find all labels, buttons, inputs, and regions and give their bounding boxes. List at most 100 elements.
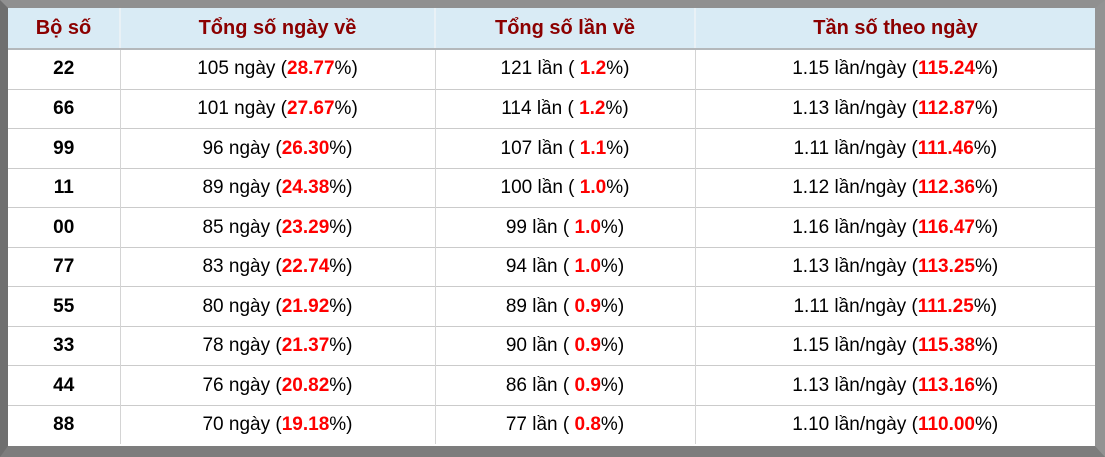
times-percent: 0.9 — [574, 335, 601, 357]
frequency-percent: 111.25 — [917, 295, 974, 317]
days-close: %) — [334, 58, 358, 80]
frequency-close: %) — [973, 295, 998, 317]
frequency-text: 1.12 lần/ngày ( — [792, 177, 918, 199]
pair-value: 33 — [53, 335, 75, 357]
frequency-cell: 1.11 lần/ngày (111.46%) — [694, 128, 1095, 169]
header-frequency-per-day: Tần số theo ngày — [694, 8, 1095, 50]
times-close: %) — [600, 295, 625, 317]
times-cell: 100 lần ( 1.0%) — [434, 167, 695, 208]
pair-value: 22 — [53, 58, 75, 80]
days-text: 96 ngày ( — [202, 137, 282, 159]
times-close: %) — [600, 216, 625, 238]
pair-value: 55 — [53, 295, 75, 317]
days-percent: 22.74 — [281, 256, 330, 278]
frequency-close: %) — [975, 58, 999, 80]
frequency-cell: 1.12 lần/ngày (112.36%) — [694, 167, 1095, 208]
times-text: 94 lần ( — [505, 256, 575, 278]
frequency-percent: 115.38 — [917, 335, 976, 357]
times-text: 89 lần ( — [505, 295, 575, 317]
frequency-percent: 116.47 — [917, 216, 976, 238]
days-close: %) — [329, 374, 353, 396]
frequency-percent: 112.36 — [917, 177, 976, 199]
times-text: 121 lần ( — [500, 58, 580, 80]
frequency-percent: 113.25 — [917, 256, 976, 278]
pair-cell: 33 — [8, 325, 120, 366]
days-close: %) — [329, 413, 353, 435]
days-text: 78 ngày ( — [202, 335, 282, 357]
frequency-text: 1.13 lần/ngày ( — [792, 98, 918, 120]
frequency-cell: 1.15 lần/ngày (115.38%) — [694, 325, 1095, 366]
days-cell: 96 ngày (26.30%) — [119, 128, 435, 169]
times-percent: 1.2 — [579, 58, 607, 80]
times-text: 107 lần ( — [500, 137, 580, 159]
days-text: 83 ngày ( — [202, 256, 282, 278]
pair-value: 88 — [53, 413, 75, 435]
times-cell: 121 lần ( 1.2%) — [434, 49, 695, 90]
days-text: 80 ngày ( — [202, 295, 282, 317]
pair-value: 66 — [53, 98, 75, 120]
times-close: %) — [606, 58, 630, 80]
table-row: 00 85 ngày (23.29%) 99 lần ( 1.0%) 1.16 … — [8, 207, 1095, 248]
pair-value: 99 — [53, 137, 75, 159]
pair-cell: 55 — [8, 286, 120, 327]
frequency-cell: 1.11 lần/ngày (111.25%) — [694, 286, 1095, 327]
frequency-text: 1.13 lần/ngày ( — [792, 256, 918, 278]
times-cell: 114 lần ( 1.2%) — [434, 88, 695, 129]
frequency-close: %) — [973, 137, 998, 159]
days-cell: 78 ngày (21.37%) — [119, 325, 435, 366]
days-close: %) — [329, 335, 353, 357]
days-text: 101 ngày ( — [197, 98, 287, 120]
times-percent: 1.2 — [579, 98, 606, 120]
pair-cell: 99 — [8, 128, 120, 169]
table-row: 77 83 ngày (22.74%) 94 lần ( 1.0%) 1.13 … — [8, 246, 1095, 287]
frequency-close: %) — [975, 216, 999, 238]
times-cell: 89 lần ( 0.9%) — [434, 286, 695, 327]
times-text: 90 lần ( — [505, 335, 575, 357]
days-percent: 27.67 — [287, 98, 335, 120]
days-close: %) — [334, 98, 358, 120]
frequency-percent: 115.24 — [917, 58, 976, 80]
pair-value: 77 — [53, 256, 75, 278]
times-cell: 99 lần ( 1.0%) — [434, 207, 695, 248]
days-percent: 23.29 — [281, 216, 330, 238]
table-row: 66 101 ngày (27.67%) 114 lần ( 1.2%) 1.1… — [8, 88, 1095, 129]
header-pair: Bộ số — [8, 8, 120, 50]
times-percent: 1.1 — [579, 137, 607, 159]
times-close: %) — [600, 374, 625, 396]
times-cell: 77 lần ( 0.8%) — [434, 404, 695, 444]
times-close: %) — [600, 256, 625, 278]
days-close: %) — [329, 137, 353, 159]
times-text: 99 lần ( — [505, 216, 575, 238]
frequency-cell: 1.13 lần/ngày (112.87%) — [694, 88, 1095, 129]
days-close: %) — [329, 216, 353, 238]
frequency-percent: 111.46 — [917, 137, 974, 159]
table-row: 55 80 ngày (21.92%) 89 lần ( 0.9%) 1.11 … — [8, 286, 1095, 327]
pair-cell: 66 — [8, 88, 120, 129]
days-text: 70 ngày ( — [202, 413, 282, 435]
frequency-text: 1.15 lần/ngày ( — [792, 58, 918, 80]
days-percent: 26.30 — [281, 137, 330, 159]
days-cell: 80 ngày (21.92%) — [119, 286, 435, 327]
days-text: 105 ngày ( — [197, 58, 287, 80]
frequency-cell: 1.13 lần/ngày (113.16%) — [694, 365, 1095, 406]
days-percent: 28.77 — [287, 58, 335, 80]
table-row: 99 96 ngày (26.30%) 107 lần ( 1.1%) 1.11… — [8, 128, 1095, 169]
times-text: 77 lần ( — [505, 413, 575, 435]
times-percent: 0.9 — [574, 295, 601, 317]
frequency-close: %) — [975, 374, 999, 396]
times-percent: 1.0 — [574, 256, 601, 278]
times-close: %) — [606, 137, 630, 159]
days-close: %) — [329, 177, 353, 199]
days-percent: 21.37 — [281, 335, 330, 357]
days-cell: 76 ngày (20.82%) — [119, 365, 435, 406]
days-cell: 89 ngày (24.38%) — [119, 167, 435, 208]
days-cell: 101 ngày (27.67%) — [119, 88, 435, 129]
pair-value: 11 — [53, 177, 74, 199]
days-cell: 105 ngày (28.77%) — [119, 49, 435, 90]
pair-cell: 77 — [8, 246, 120, 287]
pair-cell: 22 — [8, 49, 120, 89]
table-row: 22 105 ngày (28.77%) 121 lần ( 1.2%) 1.1… — [8, 49, 1095, 90]
days-percent: 20.82 — [281, 374, 330, 396]
header-total-times: Tổng số lần về — [434, 8, 695, 50]
times-text: 114 lần ( — [501, 98, 580, 120]
